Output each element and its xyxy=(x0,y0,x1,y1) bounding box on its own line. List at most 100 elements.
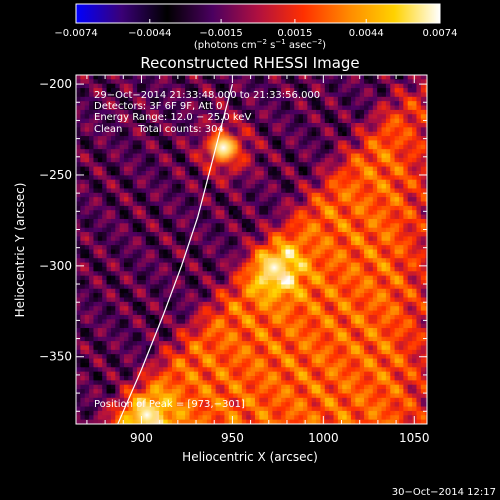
heatmap-cell xyxy=(285,131,291,137)
heatmap-cell xyxy=(224,205,230,211)
heatmap-cell xyxy=(141,240,147,246)
heatmap-cell xyxy=(307,232,313,238)
heatmap-cell xyxy=(407,232,413,238)
heatmap-cell xyxy=(364,83,370,89)
heatmap-cell xyxy=(377,153,383,159)
heatmap-cell xyxy=(337,249,343,255)
heatmap-cell xyxy=(337,153,343,159)
heatmap-cell xyxy=(272,157,278,163)
heatmap-cell xyxy=(412,223,418,229)
heatmap-cell xyxy=(302,101,308,107)
heatmap-cell xyxy=(364,170,370,176)
heatmap-cell xyxy=(272,184,278,190)
heatmap-cell xyxy=(337,218,343,224)
heatmap-cell xyxy=(398,223,404,229)
heatmap-cell xyxy=(102,232,108,238)
heatmap-cell xyxy=(268,201,274,207)
heatmap-cell xyxy=(259,184,265,190)
heatmap-cell xyxy=(289,166,295,172)
heatmap-cell xyxy=(172,88,177,94)
heatmap-cell xyxy=(268,149,274,155)
heatmap-cell xyxy=(302,271,308,277)
heatmap-cell xyxy=(172,188,177,194)
heatmap-cell xyxy=(337,96,343,102)
heatmap-cell xyxy=(420,96,426,102)
heatmap-cell xyxy=(189,214,195,220)
heatmap-cell xyxy=(119,284,125,290)
heatmap-cell xyxy=(241,245,247,251)
heatmap-cell xyxy=(215,88,221,94)
heatmap-cell xyxy=(259,236,265,242)
heatmap-cell xyxy=(97,149,103,155)
heatmap-cell xyxy=(97,127,103,133)
heatmap-cell xyxy=(342,157,348,163)
heatmap-cell xyxy=(307,101,313,107)
heatmap-cell xyxy=(110,258,116,264)
heatmap-cell xyxy=(80,266,86,272)
heatmap-cell xyxy=(237,319,243,325)
heatmap-cell xyxy=(316,122,322,128)
heatmap-cell xyxy=(137,266,143,272)
heatmap-cell xyxy=(307,166,313,172)
heatmap-cell xyxy=(381,266,387,272)
heatmap-cell xyxy=(407,140,413,146)
heatmap-cell xyxy=(132,144,138,150)
heatmap-cell xyxy=(394,140,400,146)
heatmap-cell xyxy=(150,101,156,107)
heatmap-cell xyxy=(176,170,182,176)
heatmap-cell xyxy=(420,79,426,85)
heatmap-cell xyxy=(254,275,260,281)
heatmap-cell xyxy=(372,157,378,163)
heatmap-cell xyxy=(425,153,427,159)
heatmap-cell xyxy=(246,314,252,320)
heatmap-cell xyxy=(272,105,278,111)
heatmap-cell xyxy=(115,153,121,159)
heatmap-cell xyxy=(128,122,134,128)
heatmap-cell xyxy=(128,205,134,211)
heatmap-cell xyxy=(198,92,204,98)
heatmap-cell xyxy=(390,101,396,107)
heatmap-cell xyxy=(128,218,134,224)
heatmap-cell xyxy=(329,88,335,94)
heatmap-cell xyxy=(412,109,418,115)
heatmap-cell xyxy=(76,192,81,198)
heatmap-cell xyxy=(189,223,195,229)
heatmap-cell xyxy=(412,127,418,133)
heatmap-cell xyxy=(316,75,322,80)
heatmap-cell xyxy=(246,96,252,102)
heatmap-cell xyxy=(202,218,208,224)
heatmap-cell xyxy=(385,227,391,233)
heatmap-cell xyxy=(97,92,103,98)
heatmap-cell xyxy=(189,197,195,203)
heatmap-cell xyxy=(193,271,199,277)
heatmap-cell xyxy=(89,192,95,198)
heatmap-cell xyxy=(259,288,265,294)
heatmap-cell xyxy=(141,249,147,255)
heatmap-cell xyxy=(93,205,99,211)
heatmap-cell xyxy=(298,280,304,285)
heatmap-cell xyxy=(110,249,116,255)
heatmap-cell xyxy=(106,319,112,325)
heatmap-cell xyxy=(150,83,156,89)
heatmap-cell xyxy=(324,105,330,111)
heatmap-cell xyxy=(215,280,221,285)
heatmap-cell xyxy=(425,101,427,107)
heatmap-cell xyxy=(115,275,121,281)
heatmap-cell xyxy=(202,122,208,128)
heatmap-cell xyxy=(372,227,378,233)
heatmap-cell xyxy=(320,323,326,329)
heatmap-cell xyxy=(93,275,99,281)
heatmap-cell xyxy=(324,136,330,142)
heatmap-cell xyxy=(254,79,260,85)
heatmap-cell xyxy=(333,92,339,98)
heatmap-cell xyxy=(115,114,121,120)
heatmap-cell xyxy=(198,109,204,115)
heatmap-cell xyxy=(124,197,129,203)
heatmap-cell xyxy=(202,197,208,203)
heatmap-cell xyxy=(377,240,383,246)
heatmap-cell xyxy=(403,275,409,281)
heatmap-cell xyxy=(268,245,274,251)
heatmap-cell xyxy=(163,253,169,259)
heatmap-cell xyxy=(154,232,160,238)
heatmap-cell xyxy=(154,236,160,242)
